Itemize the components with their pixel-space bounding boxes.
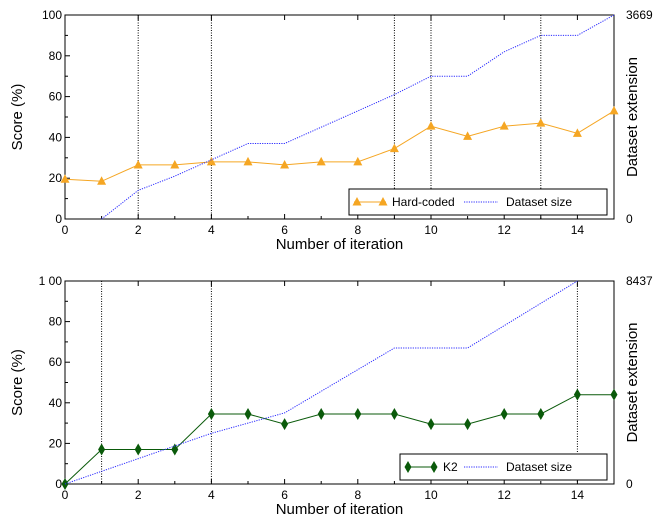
x-axis-title: Number of iteration [276,236,404,253]
series-2 [101,14,615,220]
y2-axis-title: Dataset extension [624,57,641,177]
legend-label-score: Hard-coded [392,195,455,209]
x-tick-label: 0 [62,488,69,502]
x-tick-label: 2 [135,488,142,502]
y-tick-label: 1 00 [39,274,63,288]
y-tick-label: 20 [49,436,63,450]
y-tick-label: 100 [42,8,62,22]
data-point-marker [609,105,619,115]
data-point-marker [134,443,142,456]
data-point-marker [426,121,436,130]
y2-tick-label: 0 [626,212,633,226]
y-axis-title: Score (%) [9,349,26,416]
chart-panel-1: 0 2 4 6 8 10 12 14 0 20 40 60 80 100 0 3669 Number of it… [9,8,653,253]
x-tick-label: 10 [424,223,438,237]
data-point-marker [389,143,399,153]
y2-tick-label: 8437 [626,274,653,288]
y-tick-label: 80 [49,315,63,329]
data-point-marker [280,159,290,169]
x-tick-label: 12 [498,488,512,502]
data-point-marker [390,407,398,420]
legend-label-dataset: Dataset size [506,195,572,209]
y-tick-label: 0 [55,212,62,226]
y-tick-label: 20 [49,171,63,185]
data-point-marker [536,118,546,127]
y-tick-label: 40 [49,396,63,410]
legend: K2 Dataset size [399,453,608,481]
data-point-marker [353,156,363,166]
series-1 [61,388,618,490]
data-point-marker [316,156,326,166]
legend-marker [404,461,412,473]
data-point-marker [243,156,253,166]
y2-axis-title: Dataset extension [624,322,641,442]
y-tick-label: 80 [49,49,63,63]
data-point-marker [171,443,179,456]
data-point-marker [170,159,180,169]
plot-frame [64,14,615,220]
legend-marker [378,197,388,206]
series-1 [60,105,619,185]
y-tick-label: 0 [55,477,62,491]
data-point-marker [500,407,508,420]
x-tick-label: 8 [354,223,361,237]
data-point-marker [60,174,70,183]
legend-marker [430,461,438,473]
legend-label-score: K2 [443,460,458,474]
data-point-marker [97,176,107,185]
x-tick-label: 10 [424,488,438,502]
x-tick-label: 14 [571,223,585,237]
series-line [64,394,614,485]
series-line [101,14,615,220]
x-tick-label: 0 [62,223,69,237]
data-point-marker [499,121,509,130]
x-tick-label: 6 [281,488,288,502]
data-point-marker [281,418,289,431]
data-point-marker [572,128,582,137]
data-point-marker [464,418,472,431]
legend-marker [352,197,362,206]
y-tick-label: 60 [49,90,63,104]
series-line [64,110,615,182]
chart-panel-2: 0 2 4 6 8 10 12 14 0 20 40 60 80 1 00 0 8437 Number of i… [9,274,653,518]
x-tick-label: 6 [281,223,288,237]
y-tick-label: 40 [49,130,63,144]
x-tick-label: 4 [208,223,215,237]
data-point-marker [354,407,362,420]
data-point-marker [206,156,216,166]
legend: Hard-coded Dataset size [348,188,608,216]
y2-tick-label: 0 [626,477,633,491]
data-point-marker [207,407,215,420]
data-point-marker [317,407,325,420]
x-tick-label: 14 [571,488,585,502]
data-point-marker [98,443,106,456]
legend-box [348,188,608,216]
data-point-marker [610,388,618,401]
data-point-marker [537,407,545,420]
y2-tick-label: 3669 [626,8,653,22]
x-tick-label: 12 [498,223,512,237]
y-tick-label: 60 [49,355,63,369]
data-point-marker [573,388,581,401]
x-tick-label: 8 [354,488,361,502]
y-axis-title: Score (%) [9,84,26,151]
data-point-marker [463,131,473,140]
data-point-marker [427,418,435,431]
x-axis-title: Number of iteration [276,501,404,516]
data-point-marker [133,159,143,169]
x-tick-label: 2 [135,223,142,237]
legend-label-dataset: Dataset size [506,460,572,474]
x-tick-label: 4 [208,488,215,502]
data-point-marker [244,407,252,420]
